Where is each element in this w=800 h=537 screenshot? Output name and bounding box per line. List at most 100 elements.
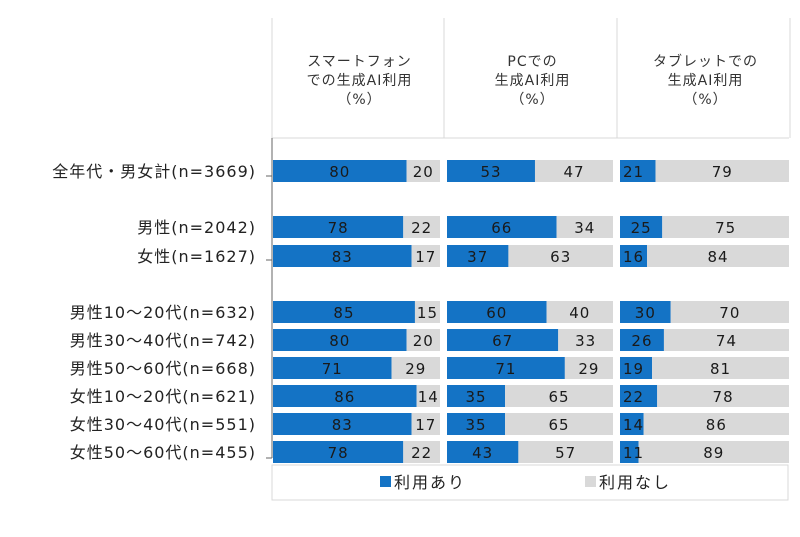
- panel-title-line: での生成AI利用: [307, 73, 413, 89]
- bar-not-used: [416, 385, 440, 407]
- data-label-not-used: 22: [411, 219, 432, 237]
- data-label-not-used: 79: [712, 163, 733, 181]
- category-label: 男性10～20代(n=632): [70, 303, 256, 322]
- bar-used: [620, 441, 639, 463]
- bar-used: [620, 329, 664, 351]
- panel-title-line: 生成AI利用: [495, 73, 571, 89]
- data-label-not-used: 65: [549, 416, 570, 434]
- bar-used: [447, 216, 557, 238]
- bar-used: [447, 385, 506, 407]
- bar-used: [447, 160, 535, 182]
- panel-title-line: PCでの: [507, 54, 557, 70]
- bar-not-used: [411, 413, 440, 435]
- panel-title-line: タブレットでの: [653, 53, 758, 70]
- category-label: 男性(n=2042): [137, 218, 256, 237]
- bar-not-used: [647, 245, 789, 267]
- data-label-used: 60: [486, 304, 507, 322]
- bar-not-used: [518, 441, 613, 463]
- category-label: 女性30～40代(n=551): [70, 415, 256, 434]
- data-label-used: 14: [623, 416, 644, 434]
- category-label: 女性50～60代(n=455): [70, 443, 256, 462]
- bar-not-used: [534, 160, 613, 182]
- data-label-used: 80: [329, 163, 350, 181]
- data-label-used: 71: [322, 360, 343, 378]
- bar-not-used: [546, 301, 613, 323]
- legend-label: 利用あり: [394, 473, 466, 492]
- data-label-used: 30: [635, 304, 656, 322]
- data-label-used: 85: [333, 304, 354, 322]
- data-label-not-used: 63: [550, 248, 571, 266]
- category-label: 女性10～20代(n=621): [70, 387, 256, 406]
- data-label-not-used: 17: [415, 248, 436, 266]
- data-label-not-used: 29: [405, 360, 426, 378]
- data-label-not-used: 47: [563, 163, 584, 181]
- data-label-not-used: 14: [418, 388, 439, 406]
- bar-used: [273, 329, 407, 351]
- category-label: 女性(n=1627): [137, 247, 256, 266]
- data-label-used: 37: [467, 248, 488, 266]
- data-label-used: 16: [623, 248, 644, 266]
- data-label-used: 43: [472, 444, 493, 462]
- bar-not-used: [670, 301, 789, 323]
- category-label: 男性30～40代(n=742): [70, 331, 256, 350]
- data-label-not-used: 15: [417, 304, 438, 322]
- bar-used: [273, 160, 407, 182]
- bar-not-used: [652, 357, 789, 379]
- bar-not-used: [663, 329, 789, 351]
- bar-used: [447, 413, 506, 435]
- data-label-not-used: 65: [549, 388, 570, 406]
- bar-used: [273, 216, 404, 238]
- bar-not-used: [643, 413, 789, 435]
- data-label-not-used: 78: [713, 388, 734, 406]
- panel-title-line: 生成AI利用: [668, 73, 744, 89]
- data-label-not-used: 20: [413, 332, 434, 350]
- data-label-used: 66: [491, 219, 512, 237]
- data-label-not-used: 29: [578, 360, 599, 378]
- bar-not-used: [411, 245, 440, 267]
- bar-not-used: [406, 160, 440, 182]
- bar-not-used: [655, 160, 789, 182]
- category-label: 全年代・男女計(n=3669): [52, 162, 256, 181]
- data-label-not-used: 33: [575, 332, 596, 350]
- bar-not-used: [564, 357, 613, 379]
- bar-not-used: [505, 413, 613, 435]
- bar-used: [447, 245, 509, 267]
- legend-box: [271, 464, 789, 501]
- bar-used: [273, 301, 415, 323]
- data-label-not-used: 17: [415, 416, 436, 434]
- bar-not-used: [638, 441, 789, 463]
- data-label-used: 67: [492, 332, 513, 350]
- data-label-used: 26: [631, 332, 652, 350]
- data-label-used: 53: [480, 163, 501, 181]
- bar-used: [620, 245, 648, 267]
- bar-not-used: [414, 301, 440, 323]
- bar-used: [620, 160, 656, 182]
- legend-swatch: [380, 476, 391, 487]
- data-label-not-used: 57: [555, 444, 576, 462]
- bar-used: [273, 357, 392, 379]
- bar-used: [620, 216, 663, 238]
- data-label-not-used: 70: [719, 304, 740, 322]
- data-label-not-used: 20: [413, 163, 434, 181]
- data-label-not-used: 84: [707, 248, 728, 266]
- bar-used: [273, 413, 412, 435]
- bar-not-used: [505, 385, 613, 407]
- data-label-not-used: 34: [574, 219, 595, 237]
- legend-swatch: [585, 476, 596, 487]
- data-label-not-used: 81: [710, 360, 731, 378]
- panel-title-line: （%）: [510, 92, 554, 108]
- panel-title-line: スマートフォン: [307, 54, 412, 70]
- bar-not-used: [558, 329, 613, 351]
- bar-not-used: [662, 216, 789, 238]
- bar-used: [273, 441, 404, 463]
- data-label-not-used: 89: [703, 444, 724, 462]
- data-label-used: 78: [328, 219, 349, 237]
- data-label-used: 83: [332, 416, 353, 434]
- bar-not-used: [556, 216, 613, 238]
- bar-used: [447, 357, 565, 379]
- category-label: 男性50～60代(n=668): [70, 359, 256, 378]
- data-label-used: 80: [329, 332, 350, 350]
- bar-used: [620, 301, 671, 323]
